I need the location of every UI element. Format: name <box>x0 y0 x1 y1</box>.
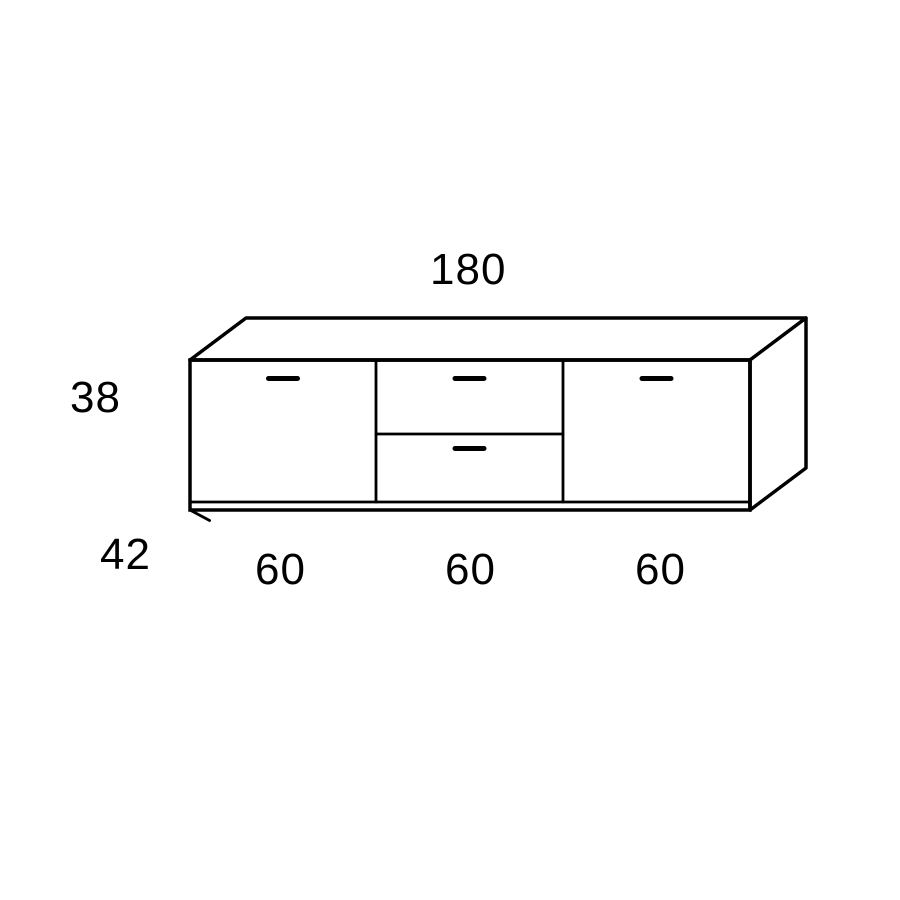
dimension-height: 38 <box>70 373 121 423</box>
dimension-section-3: 60 <box>635 545 686 595</box>
furniture-dimension-diagram: 180 38 42 60 60 60 <box>0 0 900 900</box>
dimension-total-width: 180 <box>430 245 506 295</box>
cabinet-line-drawing <box>0 0 900 900</box>
dimension-section-1: 60 <box>255 545 306 595</box>
dimension-section-2: 60 <box>445 545 496 595</box>
dimension-depth: 42 <box>100 530 151 580</box>
